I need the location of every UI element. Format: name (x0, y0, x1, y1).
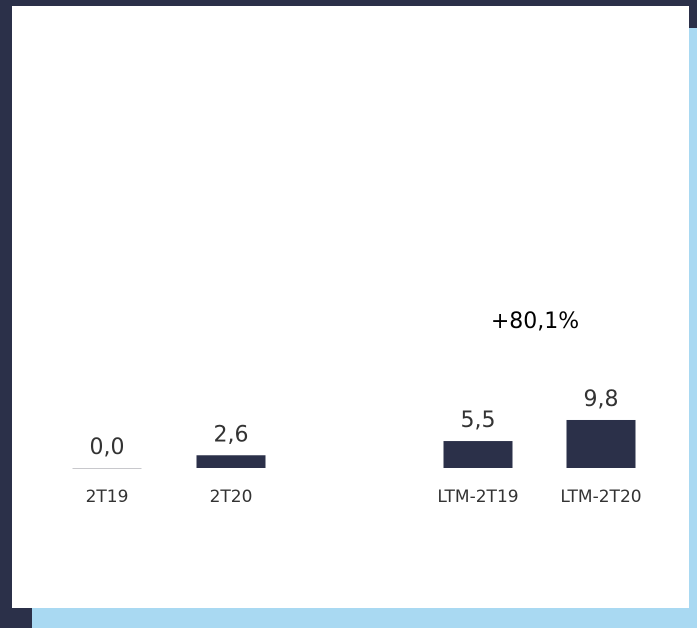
accent-bar-bottom (32, 608, 697, 628)
category-label-ltm-2t20: LTM-2T20 (560, 487, 641, 507)
bar-ltm-2t19 (443, 441, 513, 468)
bar-ltm-2t20 (566, 419, 636, 468)
bars-layer (72, 419, 636, 469)
growth-annotation: +80,1% (491, 309, 579, 334)
labels-layer: 0,0 2T19 2,6 2T20 5,5 LTM-2T19 9,8 LTM-2T20 (86, 387, 642, 507)
value-label-ltm-2t20: 9,8 (584, 387, 619, 412)
category-label-2t20: 2T20 (210, 487, 253, 507)
bar-2t20 (196, 455, 266, 468)
accent-bar-right (689, 28, 697, 618)
value-label-ltm-2t19: 5,5 (461, 408, 496, 433)
bar-chart: 0,0 2T19 2,6 2T20 5,5 LTM-2T19 9,8 LTM-2T20 +80… (72, 309, 642, 507)
category-label-2t19: 2T19 (86, 487, 129, 507)
value-label-2t20: 2,6 (214, 422, 249, 447)
chart-panel: 0,0 2T19 2,6 2T20 5,5 LTM-2T19 9,8 LTM-2T20 +80… (12, 6, 689, 608)
value-label-2t19: 0,0 (90, 435, 125, 460)
category-label-ltm-2t19: LTM-2T19 (437, 487, 518, 507)
